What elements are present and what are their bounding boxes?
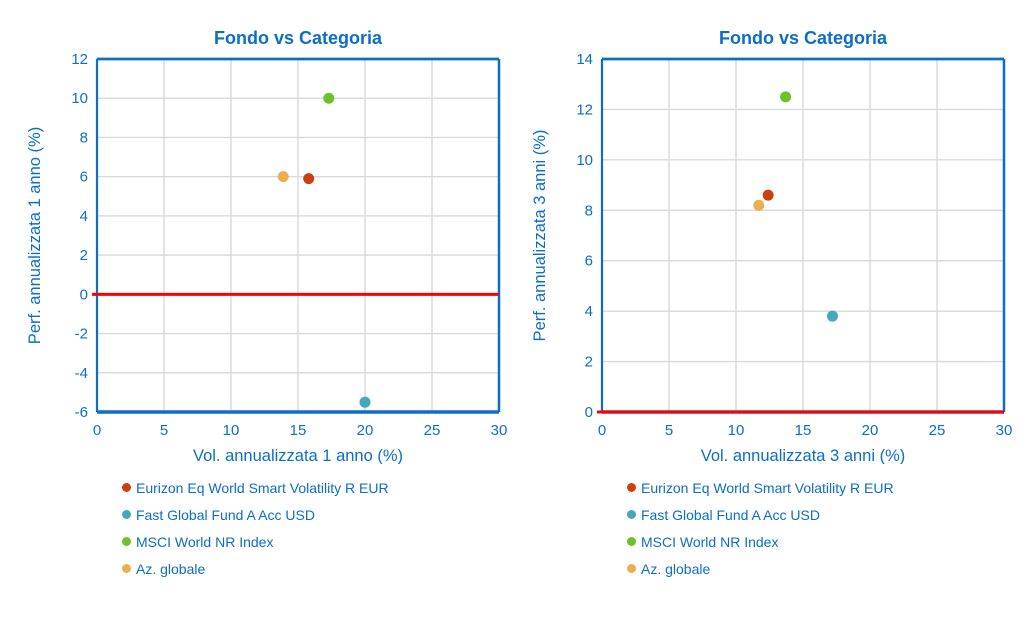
legend-item-az-globale: Az. globale <box>122 555 522 582</box>
y-tick-label: 14 <box>576 52 593 68</box>
x-tick-label: 5 <box>665 422 673 439</box>
chart-legend-1-anno: Eurizon Eq World Smart Volatility R EUR … <box>122 474 522 582</box>
legend-marker-icon <box>627 483 636 492</box>
x-tick-label: 10 <box>223 422 240 439</box>
legend-label: MSCI World NR Index <box>136 533 274 550</box>
x-tick-label: 5 <box>160 422 168 439</box>
y-tick-label: -4 <box>75 365 88 382</box>
x-tick-label: 15 <box>290 422 307 439</box>
x-tick-label: 0 <box>598 422 606 439</box>
legend-item-fast-global: Fast Global Fund A Acc USD <box>627 501 1027 528</box>
legend-label: Az. globale <box>641 560 711 577</box>
legend-item-az-globale: Az. globale <box>627 555 1027 582</box>
legend-item-msci-world: MSCI World NR Index <box>627 528 1027 555</box>
y-tick-label: -6 <box>75 404 88 421</box>
y-tick-label: 12 <box>71 52 88 68</box>
y-tick-label: 10 <box>71 90 88 107</box>
legend-marker-icon <box>627 564 636 573</box>
y-tick-label: 6 <box>80 169 88 186</box>
legend-item-msci-world: MSCI World NR Index <box>122 528 522 555</box>
charts-row: Fondo vs Categoria 0 5 10 15 20 25 30 -6 -4 -2 0 2 4… <box>22 26 1031 582</box>
legend-marker-icon <box>122 564 131 573</box>
scatter-chart-3-anni: 0 5 10 15 20 25 30 0 2 4 6 8 10 12 14 Vol. annualizzata… <box>531 52 1013 464</box>
x-tick-label: 20 <box>357 422 374 439</box>
legend-item-fast-global: Fast Global Fund A Acc USD <box>122 501 522 528</box>
data-point <box>762 189 774 201</box>
legend-label: Fast Global Fund A Acc USD <box>136 506 315 523</box>
data-point <box>323 92 335 104</box>
y-tick-label: 2 <box>585 354 593 371</box>
data-point <box>753 199 765 211</box>
legend-marker-icon <box>122 510 131 519</box>
x-tick-label: 0 <box>93 422 101 439</box>
x-tick-label: 25 <box>929 422 946 439</box>
y-tick-label: -2 <box>75 326 88 343</box>
legend-label: Fast Global Fund A Acc USD <box>641 506 820 523</box>
legend-label: Eurizon Eq World Smart Volatility R EUR <box>641 479 894 496</box>
x-axis-title: Vol. annualizzata 3 anni (%) <box>701 447 906 464</box>
data-point <box>780 91 792 103</box>
legend-marker-icon <box>122 537 131 546</box>
y-tick-label: 12 <box>576 101 593 118</box>
y-tick-label: 4 <box>585 303 593 320</box>
x-tick-label: 20 <box>862 422 879 439</box>
data-point <box>826 310 838 322</box>
legend-label: MSCI World NR Index <box>641 533 779 550</box>
y-tick-label: 0 <box>585 404 593 421</box>
data-point <box>359 396 371 408</box>
y-tick-label: 8 <box>585 202 593 219</box>
data-point <box>277 171 289 183</box>
x-tick-label: 25 <box>424 422 441 439</box>
x-tick-label: 15 <box>795 422 812 439</box>
y-tick-label: 4 <box>80 208 88 225</box>
y-axis-title: Perf. annualizzata 3 anni (%) <box>531 130 549 342</box>
chart-panel-1-anno: Fondo vs Categoria 0 5 10 15 20 25 30 -6 -4 -2 0 2 4… <box>22 26 522 582</box>
legend-marker-icon <box>627 537 636 546</box>
chart-title-1-anno: Fondo vs Categoria <box>213 28 383 48</box>
y-axis-title: Perf. annualizzata 1 anno (%) <box>26 127 44 344</box>
legend-marker-icon <box>627 510 636 519</box>
y-tick-label: 2 <box>80 247 88 264</box>
chart-panel-3-anni: Fondo vs Categoria 0 5 10 15 20 25 30 0 2 4 6 8 10 12… <box>527 26 1027 582</box>
y-tick-label: 10 <box>576 152 593 169</box>
legend-item-eurizon: Eurizon Eq World Smart Volatility R EUR <box>122 474 522 501</box>
y-tick-label: 8 <box>80 129 88 146</box>
x-axis-title: Vol. annualizzata 1 anno (%) <box>193 447 403 464</box>
chart-title-3-anni: Fondo vs Categoria <box>718 28 888 48</box>
chart-legend-3-anni: Eurizon Eq World Smart Volatility R EUR … <box>627 474 1027 582</box>
legend-marker-icon <box>122 483 131 492</box>
scatter-chart-1-anno: 0 5 10 15 20 25 30 -6 -4 -2 0 2 4 6 8 10 12 Vol. annualiz… <box>26 52 508 464</box>
legend-label: Eurizon Eq World Smart Volatility R EUR <box>136 479 389 496</box>
data-point <box>303 173 315 185</box>
x-tick-label: 10 <box>728 422 745 439</box>
y-tick-label: 6 <box>585 253 593 270</box>
x-tick-label: 30 <box>491 422 508 439</box>
x-tick-label: 30 <box>996 422 1013 439</box>
y-tick-label: 0 <box>80 286 88 303</box>
legend-item-eurizon: Eurizon Eq World Smart Volatility R EUR <box>627 474 1027 501</box>
legend-label: Az. globale <box>136 560 206 577</box>
